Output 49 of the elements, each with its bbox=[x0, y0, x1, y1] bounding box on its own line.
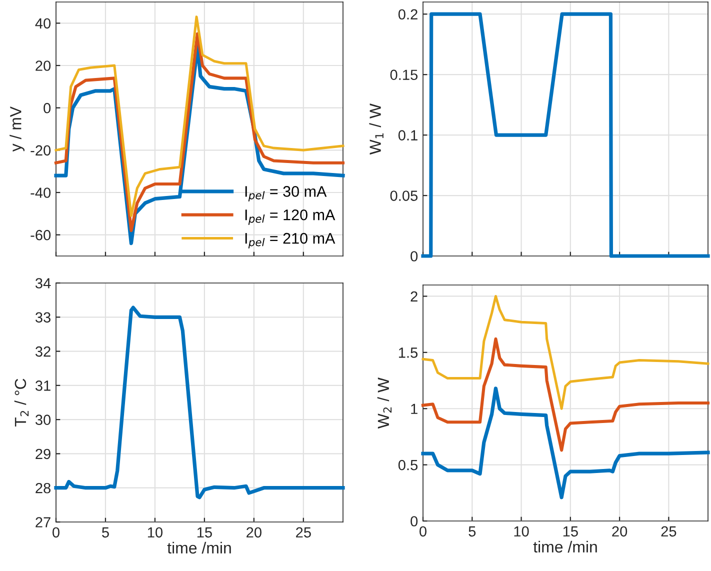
x-tick-label: 25 bbox=[296, 527, 311, 538]
y-tick-label: 29 bbox=[36, 448, 50, 460]
y-tick-label: 32 bbox=[35, 346, 50, 357]
y-tick-label: 0.05 bbox=[390, 190, 418, 201]
y-tick-label: 33 bbox=[35, 312, 50, 323]
x-tick-label: 15 bbox=[563, 526, 578, 537]
x-tick-label: 15 bbox=[197, 527, 212, 538]
y-tick-label: 0 bbox=[44, 102, 51, 114]
y-tick-label: -20 bbox=[30, 145, 51, 156]
y-tick-label: -40 bbox=[30, 188, 51, 198]
line-series bbox=[421, 386, 710, 500]
y-axis-title: y / mV bbox=[10, 106, 25, 152]
x-tick-label: 0 bbox=[52, 527, 60, 538]
y-tick-label: 0 bbox=[410, 251, 418, 262]
line-series bbox=[421, 337, 710, 452]
legend-label: I$_{pel}$ = 120 mA bbox=[245, 209, 336, 225]
x-tick-label: 5 bbox=[468, 526, 476, 537]
x-tick-label: 10 bbox=[514, 526, 529, 537]
x-axis-title: time /min bbox=[167, 542, 231, 554]
y-tick-label: 1 bbox=[411, 404, 418, 414]
legend-label: I$_{pel}$ = 210 mA bbox=[245, 232, 336, 248]
x-tick-label: 25 bbox=[661, 526, 676, 537]
y-tick-label: 0.1 bbox=[398, 130, 418, 140]
legend-label: I$_{pel}$ = 30 mA bbox=[245, 186, 327, 202]
y-tick-label: 2 bbox=[410, 291, 418, 302]
y-tick-label: 31 bbox=[35, 380, 50, 391]
y-tick-label: 1.5 bbox=[398, 348, 418, 358]
y-tick-label: 40 bbox=[35, 18, 51, 29]
y-tick-label: 0.2 bbox=[398, 9, 418, 20]
x-tick-label: 5 bbox=[102, 527, 109, 538]
y-axis-title: T$_{2}$ / °C bbox=[14, 378, 29, 426]
y-tick-label: 27 bbox=[36, 517, 50, 528]
y-axis-title: W$_{1}$ / W bbox=[369, 104, 384, 155]
y-tick-label: 20 bbox=[36, 60, 51, 71]
x-tick-label: 20 bbox=[246, 527, 262, 538]
y-tick-label: 0.15 bbox=[390, 70, 418, 80]
line-series bbox=[422, 294, 710, 410]
x-axis-title: time /min bbox=[533, 540, 597, 553]
y-axis-title: W$_{2}$ / W bbox=[377, 378, 392, 429]
y-tick-label: 34 bbox=[35, 278, 51, 288]
y-tick-label: 0.5 bbox=[398, 460, 418, 470]
x-tick-label: 20 bbox=[612, 526, 628, 537]
y-tick-label: 30 bbox=[35, 414, 51, 425]
line-series bbox=[54, 306, 345, 500]
x-tick-label: 0 bbox=[420, 526, 426, 537]
x-tick-label: 10 bbox=[148, 527, 163, 538]
y-tick-label: 0 bbox=[410, 516, 418, 526]
y-tick-label: 28 bbox=[36, 482, 51, 494]
y-tick-label: -60 bbox=[30, 230, 51, 240]
